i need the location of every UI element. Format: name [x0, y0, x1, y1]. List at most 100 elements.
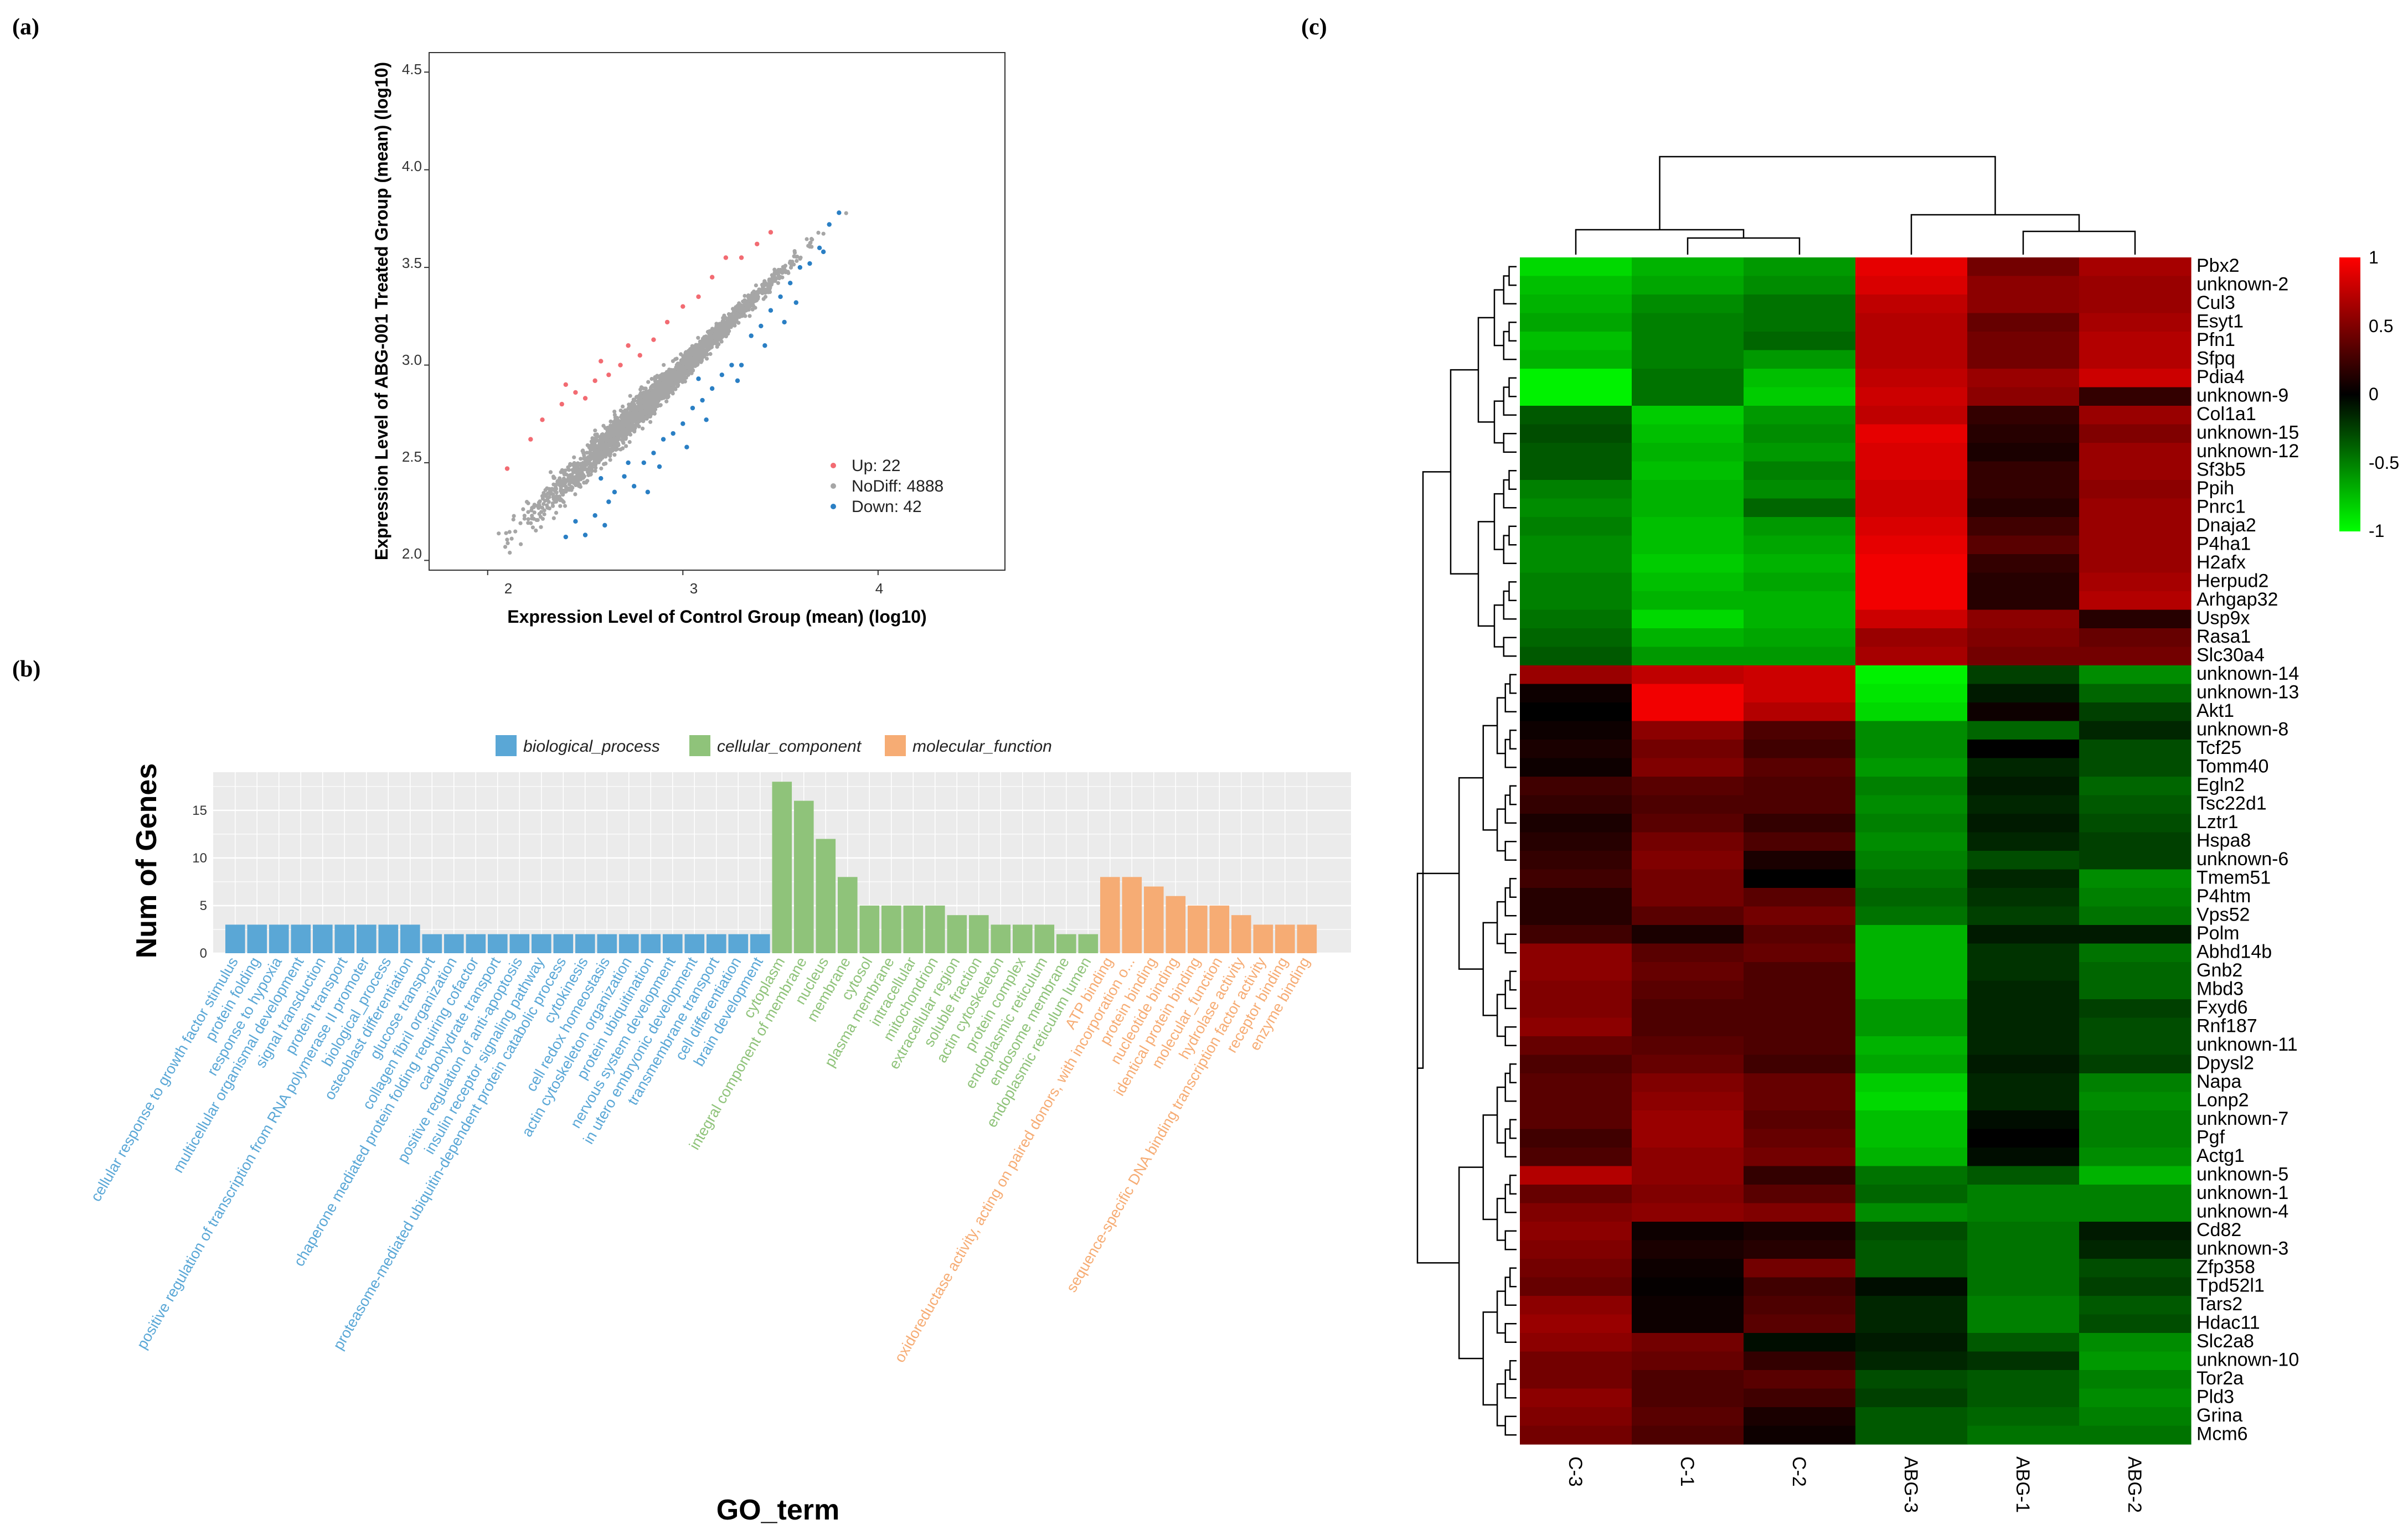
heatmap-cell — [1744, 1222, 1856, 1241]
nodiff-point — [542, 508, 546, 513]
heatmap-cell — [2079, 925, 2192, 944]
heatmap-cell — [1967, 684, 2080, 703]
heatmap-cell — [1967, 1017, 2080, 1037]
nodiff-point — [615, 432, 620, 437]
dendrogram-branch — [1496, 1086, 1505, 1144]
down-point — [817, 245, 822, 251]
up-point — [709, 275, 715, 280]
heatmap-cell — [1632, 962, 1744, 981]
heatmap-cell — [1967, 647, 2080, 666]
heatmap-cell — [2079, 443, 2192, 462]
heatmap-cell — [1744, 1314, 1856, 1334]
dendrogram-branch — [1504, 1323, 1517, 1343]
heatmap-cell — [1855, 406, 1968, 425]
heatmap-cell — [1744, 1110, 1856, 1130]
heatmap-cell — [1855, 999, 1968, 1019]
nodiff-point — [654, 381, 658, 386]
heatmap-cell — [1632, 1185, 1744, 1204]
heatmap-cell — [1632, 1017, 1744, 1037]
heatmap-cell — [2079, 461, 2192, 480]
nodiff-point — [608, 458, 612, 462]
bar — [1231, 915, 1251, 953]
heatmap-cell — [1855, 665, 1968, 685]
nodiff-point — [729, 321, 734, 325]
heatmap-cell — [1632, 1203, 1744, 1222]
bar — [619, 934, 639, 953]
up-point — [559, 401, 564, 407]
heatmap-cell — [1967, 869, 2080, 888]
heatmap-cell — [1744, 721, 1856, 740]
heatmap-cell — [1967, 1148, 2080, 1167]
heatmap-cell — [1967, 758, 2080, 777]
heatmap-cell — [1632, 424, 1744, 443]
heatmap-cell — [1855, 517, 1968, 536]
heatmap-cell — [1855, 350, 1968, 369]
nodiff-point — [700, 353, 704, 358]
heatmap-cell — [1744, 1259, 1856, 1278]
nodiff-point — [597, 456, 602, 460]
nodiff-point — [712, 332, 716, 337]
nodiff-point — [714, 341, 718, 346]
nodiff-point — [638, 387, 643, 392]
heatmap-cell — [1744, 1388, 1856, 1408]
heatmap-cell — [1520, 369, 1632, 388]
heatmap-cell — [1520, 1185, 1632, 1204]
nodiff-point — [629, 407, 633, 412]
nodiff-point — [776, 281, 780, 285]
heatmap-cell — [1855, 498, 1968, 518]
bar — [1100, 877, 1120, 953]
heatmap-cell — [1520, 1314, 1632, 1334]
nodiff-point — [640, 412, 644, 417]
nodiff-point — [762, 279, 767, 283]
heatmap-cell — [1744, 980, 1856, 1000]
nodiff-point — [585, 468, 589, 472]
nodiff-point — [810, 237, 814, 242]
heatmap-cell — [1744, 369, 1856, 388]
heatmap-cell — [1967, 1166, 2080, 1185]
nodiff-point — [548, 470, 553, 474]
heatmap-row-labels: Pbx2unknown-2Cul3Esyt1Pfn1SfpqPdia4unkno… — [2196, 255, 2299, 1445]
nodiff-point — [616, 427, 620, 431]
nodiff-point — [551, 482, 556, 487]
nodiff-point — [666, 377, 670, 382]
nodiff-point — [582, 453, 586, 458]
heatmap-cell — [1855, 795, 1968, 814]
dendrogram-branch — [1504, 887, 1517, 917]
nodiff-point — [792, 249, 797, 254]
nodiff-point — [767, 277, 771, 282]
nodiff-point — [581, 462, 586, 467]
down-point — [735, 378, 740, 383]
down-point — [622, 474, 627, 479]
dendrogram-branch — [1504, 1072, 1517, 1102]
heatmap-row-label: Pdia4 — [2196, 366, 2245, 387]
heatmap-cell — [1744, 1017, 1856, 1037]
nodiff-point — [624, 444, 628, 448]
nodiff-point — [652, 411, 657, 416]
bar — [1209, 905, 1230, 953]
nodiff-point — [570, 468, 575, 472]
heatmap-cell — [1744, 1073, 1856, 1093]
nodiff-point — [692, 347, 696, 351]
nodiff-point — [556, 495, 560, 500]
heatmap-row-label: Tomm40 — [2196, 756, 2268, 777]
nodiff-point — [564, 478, 568, 483]
heatmap-cell — [2079, 369, 2192, 388]
nodiff-point — [601, 435, 605, 440]
nodiff-point — [795, 255, 800, 259]
heatmap-cell — [2079, 313, 2192, 332]
heatmap-row-label: unknown-3 — [2196, 1238, 2288, 1259]
nodiff-point — [535, 518, 540, 523]
nodiff-point — [642, 394, 646, 399]
heatmap-row-label: Sf3b5 — [2196, 459, 2246, 480]
heatmap-cell — [1967, 332, 2080, 351]
heatmap-cell — [1744, 777, 1856, 796]
nodiff-point — [593, 428, 597, 433]
heatmap-cell — [1520, 906, 1632, 926]
nodiff-point — [614, 443, 618, 448]
heatmap-cell — [1744, 999, 1856, 1019]
heatmap-row-label: Pnrc1 — [2196, 497, 2246, 518]
heatmap-cell — [1855, 461, 1968, 480]
nodiff-point — [792, 254, 796, 259]
nodiff-point — [509, 536, 514, 541]
heatmap-cell — [1967, 1296, 2080, 1315]
